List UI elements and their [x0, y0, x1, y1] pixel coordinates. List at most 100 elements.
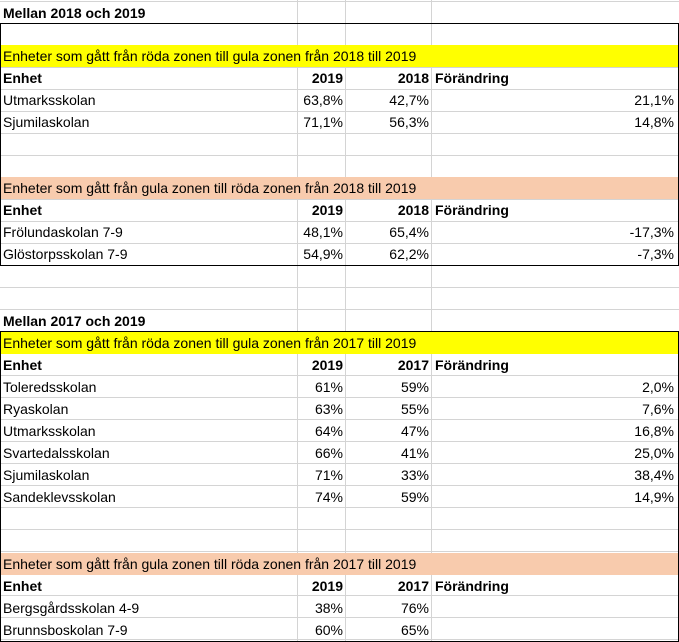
header-year-a[interactable]: 2019 [311, 357, 343, 373]
cell-enhet[interactable]: Bergsgårdsskolan 4-9 [3, 600, 140, 616]
cell-year-a[interactable]: 60% [314, 622, 343, 638]
gridline-horizontal [0, 287, 679, 288]
table-caption[interactable]: Enheter som gått från gula zonen till rö… [3, 180, 417, 196]
cell-forandring[interactable]: -7,3% [637, 246, 674, 262]
gridline-horizontal [0, 133, 679, 134]
table-row: Sandeklevsskolan 74% 59% 14,9% [0, 486, 679, 508]
cell-year-a[interactable]: 71% [314, 467, 343, 483]
border-line [0, 265, 679, 266]
header-forandring[interactable]: Förändring [435, 70, 509, 86]
cell-enhet[interactable]: Sjumilaskolan [3, 114, 90, 130]
gridline-horizontal [0, 67, 679, 68]
cell-year-b[interactable]: 59% [400, 489, 429, 505]
header-year-a[interactable]: 2019 [311, 578, 343, 594]
cell-forandring[interactable]: 2,0% [642, 379, 674, 395]
gridline-vertical [345, 0, 346, 642]
gridline-horizontal [0, 375, 679, 376]
gridline-horizontal [0, 507, 679, 508]
cell-forandring[interactable]: 14,9% [634, 489, 674, 505]
cell-forandring[interactable]: 38,4% [634, 467, 674, 483]
cell-forandring[interactable]: 7,6% [642, 401, 674, 417]
cell-forandring[interactable]: 16,8% [634, 423, 674, 439]
cell-forandring[interactable]: 21,1% [634, 92, 674, 108]
header-enhet[interactable]: Enhet [3, 578, 42, 594]
header-forandring[interactable]: Förändring [435, 578, 509, 594]
gridline-horizontal [0, 485, 679, 486]
gridline-horizontal [0, 89, 679, 90]
gridline-horizontal [0, 221, 679, 222]
cell-year-a[interactable]: 38% [314, 600, 343, 616]
cell-year-a[interactable]: 66% [314, 445, 343, 461]
cell-year-a[interactable]: 63,8% [303, 92, 343, 108]
cell-year-b[interactable]: 56,3% [389, 114, 429, 130]
gridline-horizontal [0, 551, 679, 552]
header-forandring[interactable]: Förändring [435, 202, 509, 218]
cell-enhet[interactable]: Sandeklevsskolan [3, 489, 116, 505]
table-header-row: Enhet 2019 2017 Förändring [0, 575, 679, 597]
cell-year-b[interactable]: 41% [400, 445, 429, 461]
table-header-row: Enhet 2019 2018 Förändring [0, 67, 679, 89]
section-2-title-row: Mellan 2017 och 2019 [0, 310, 679, 332]
gridline-vertical [431, 0, 432, 642]
cell-enhet[interactable]: Utmarksskolan [3, 423, 96, 439]
cell-year-a[interactable]: 64% [314, 423, 343, 439]
cell-year-b[interactable]: 65,4% [389, 224, 429, 240]
cell-forandring[interactable]: -17,3% [629, 224, 674, 240]
cell-year-b[interactable]: 42,7% [389, 92, 429, 108]
border-line [0, 23, 1, 266]
cell-year-a[interactable]: 63% [314, 401, 343, 417]
header-year-b[interactable]: 2017 [397, 357, 429, 373]
table-caption[interactable]: Enheter som gått från röda zonen till gu… [3, 48, 417, 64]
header-year-a[interactable]: 2019 [311, 70, 343, 86]
header-enhet[interactable]: Enhet [3, 202, 42, 218]
cell-enhet[interactable]: Svartedalsskolan [3, 445, 110, 461]
cell-enhet[interactable]: Toleredsskolan [3, 379, 97, 395]
table-header-row: Enhet 2019 2017 Förändring [0, 354, 679, 376]
cell-year-b[interactable]: 33% [400, 467, 429, 483]
table-row: Sjumilaskolan 71% 33% 38,4% [0, 464, 679, 486]
border-line [0, 331, 679, 332]
border-line [0, 23, 679, 24]
cell-forandring[interactable] [432, 597, 677, 619]
table-row: Utmarksskolan 63,8% 42,7% 21,1% [0, 89, 679, 111]
cell-year-a[interactable]: 61% [314, 379, 343, 395]
cell-year-b[interactable]: 59% [400, 379, 429, 395]
cell-year-b[interactable]: 55% [400, 401, 429, 417]
cell-year-b[interactable]: 47% [400, 423, 429, 439]
header-year-b[interactable]: 2017 [397, 578, 429, 594]
header-year-b[interactable]: 2018 [397, 70, 429, 86]
section-title[interactable]: Mellan 2017 och 2019 [3, 313, 146, 329]
table-caption[interactable]: Enheter som gått från röda zonen till gu… [3, 335, 417, 351]
header-enhet[interactable]: Enhet [3, 70, 42, 86]
cell-enhet[interactable]: Ryaskolan [3, 401, 69, 417]
cell-enhet[interactable]: Brunnsboskolan 7-9 [3, 622, 128, 638]
cell-year-a[interactable]: 74% [314, 489, 343, 505]
cell-enhet[interactable]: Frölundaskolan 7-9 [3, 224, 123, 240]
table-row: Glöstorpsskolan 7-9 54,9% 62,2% -7,3% [0, 243, 679, 265]
cell-enhet[interactable]: Glöstorpsskolan 7-9 [3, 246, 128, 262]
cell-year-a[interactable]: 48,1% [303, 224, 343, 240]
table-caption[interactable]: Enheter som gått från gula zonen till rö… [3, 556, 417, 572]
table-row: Brunnsboskolan 7-9 60% 65% [0, 619, 679, 641]
cell-forandring[interactable] [432, 619, 677, 641]
header-year-b[interactable]: 2018 [397, 202, 429, 218]
section-title[interactable]: Mellan 2018 och 2019 [3, 5, 146, 21]
header-forandring[interactable]: Förändring [435, 357, 509, 373]
cell-year-b[interactable]: 65% [400, 622, 429, 638]
cell-forandring[interactable]: 25,0% [634, 445, 674, 461]
gridline-vertical [297, 0, 298, 642]
cell-year-b[interactable]: 76% [400, 600, 429, 616]
border-line [0, 331, 1, 641]
cell-year-a[interactable]: 54,9% [303, 246, 343, 262]
table-row: Toleredsskolan 61% 59% 2,0% [0, 376, 679, 398]
header-year-a[interactable]: 2019 [311, 202, 343, 218]
cell-forandring[interactable]: 14,8% [634, 114, 674, 130]
header-enhet[interactable]: Enhet [3, 357, 42, 373]
cell-enhet[interactable]: Utmarksskolan [3, 92, 96, 108]
cell-enhet[interactable]: Sjumilaskolan [3, 467, 90, 483]
table-row: Bergsgårdsskolan 4-9 38% 76% [0, 597, 679, 619]
gridline-horizontal [0, 199, 679, 200]
cell-year-b[interactable]: 62,2% [389, 246, 429, 262]
cell-year-a[interactable]: 71,1% [303, 114, 343, 130]
